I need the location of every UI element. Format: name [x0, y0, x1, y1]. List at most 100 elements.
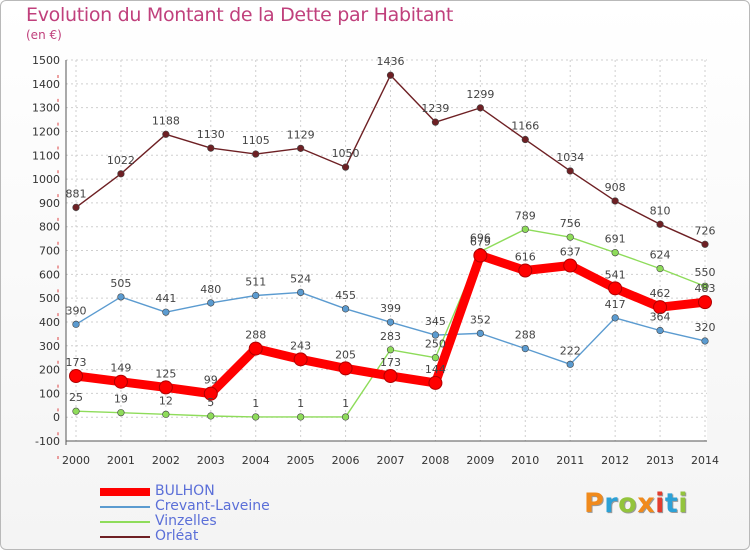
data-label: 505	[110, 277, 131, 290]
data-point	[338, 361, 353, 376]
data-point	[521, 225, 529, 233]
proxiti-logo: Proxiti	[584, 488, 688, 519]
legend-label-orleat: Orléat	[155, 528, 199, 544]
x-tick-label: 2002	[152, 454, 180, 467]
x-tick-label: 2009	[466, 454, 494, 467]
y-tick-label: 1500	[32, 54, 60, 67]
data-point	[341, 305, 350, 313]
y-tick-label: 500	[39, 292, 60, 305]
data-point	[701, 337, 709, 345]
data-label: 455	[335, 289, 356, 302]
data-point	[431, 354, 440, 362]
data-label: 12	[159, 394, 173, 407]
data-label: 1	[297, 397, 304, 410]
data-point	[386, 71, 395, 79]
data-label: 1436	[377, 55, 405, 68]
data-label: 345	[425, 315, 446, 328]
data-point	[341, 163, 350, 171]
data-label: 1188	[152, 114, 180, 127]
data-point	[158, 380, 173, 395]
data-point	[608, 281, 623, 296]
data-label: 205	[335, 348, 356, 361]
data-point	[113, 374, 128, 389]
data-label: 483	[695, 282, 716, 295]
logo-letter: r	[604, 488, 619, 519]
data-point	[518, 263, 533, 278]
data-point	[473, 248, 488, 263]
data-label: 222	[560, 344, 581, 357]
data-point	[297, 288, 305, 297]
legend-swatch-crevant-laveine	[100, 506, 150, 508]
x-tick-label: 2001	[107, 454, 135, 467]
data-point	[656, 326, 664, 335]
data-label: 624	[650, 249, 671, 262]
x-tick-label: 2007	[377, 454, 405, 467]
y-tick-label: 0	[53, 411, 60, 424]
logo-letter: P	[584, 488, 605, 519]
data-label: 390	[66, 304, 87, 317]
data-label: 679	[470, 236, 491, 249]
data-label: 541	[605, 268, 626, 281]
data-point	[698, 295, 712, 310]
data-label: 125	[155, 367, 176, 380]
y-tick-label: 200	[39, 364, 60, 377]
data-point	[162, 130, 170, 138]
data-point	[207, 412, 215, 420]
data-label: 320	[695, 321, 716, 334]
unit-note: (en €)	[26, 28, 62, 42]
data-point	[611, 314, 619, 322]
data-point	[117, 409, 125, 417]
data-label: 756	[560, 217, 581, 230]
data-point	[72, 320, 80, 328]
data-point	[521, 135, 529, 144]
data-label: 99	[204, 374, 218, 387]
legend-label-crevant-laveine: Crevant-Laveine	[155, 498, 270, 514]
data-point	[297, 413, 305, 421]
data-label: 691	[605, 233, 626, 246]
data-point	[341, 413, 350, 421]
data-point	[252, 150, 260, 158]
data-label: 637	[560, 246, 581, 259]
data-point	[566, 360, 574, 368]
y-tick-label: 1200	[32, 125, 60, 138]
data-label: 243	[290, 339, 311, 352]
y-tick-label: 900	[39, 197, 60, 210]
data-label: 1	[252, 397, 259, 410]
data-label: 1	[342, 397, 349, 410]
data-point	[117, 293, 125, 301]
x-tick-label: 2000	[62, 454, 90, 467]
data-point	[701, 240, 709, 248]
data-label: 399	[380, 302, 401, 315]
data-label: 19	[114, 393, 128, 406]
data-point	[203, 386, 218, 401]
data-label: 1129	[287, 128, 315, 141]
data-point	[476, 104, 484, 112]
x-tick-label: 2005	[287, 454, 315, 467]
y-tick-label: 400	[39, 316, 60, 329]
data-label: 288	[245, 329, 266, 342]
data-point	[297, 144, 305, 152]
data-label: 441	[155, 292, 176, 305]
logo-letter: i	[678, 488, 689, 519]
data-point	[117, 170, 125, 178]
y-tick-label: 1400	[32, 78, 60, 91]
legend-label-bulhon: BULHON	[155, 483, 215, 499]
data-point	[162, 410, 170, 418]
data-label: 283	[380, 330, 401, 343]
y-tick-label: 300	[39, 340, 60, 353]
data-label: 524	[290, 272, 311, 285]
chart-title: Evolution du Montant de la Dette par Hab…	[26, 4, 454, 26]
data-point	[521, 345, 529, 353]
data-label: 462	[650, 287, 671, 300]
data-label: 511	[245, 276, 266, 289]
x-tick-label: 2008	[421, 454, 449, 467]
data-label: 908	[605, 181, 626, 194]
data-label: 364	[650, 311, 671, 324]
data-label: 1105	[242, 134, 270, 147]
data-label: 726	[695, 224, 716, 237]
data-point	[162, 308, 170, 316]
legend-label-vinzelles: Vinzelles	[155, 513, 217, 529]
data-point	[566, 167, 574, 175]
data-label: 288	[515, 329, 536, 342]
